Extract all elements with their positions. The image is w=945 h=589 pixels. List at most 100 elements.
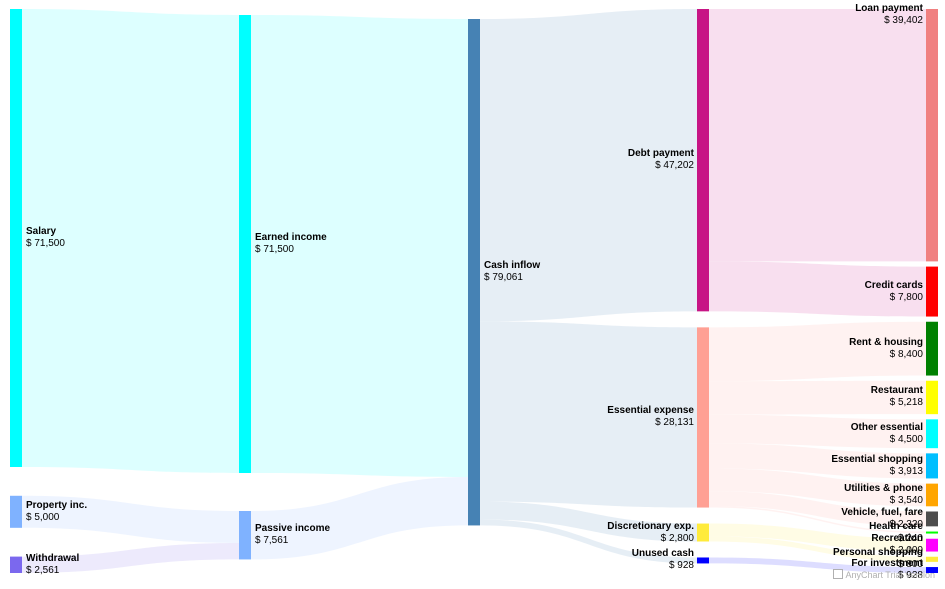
chart-logo-icon <box>833 569 844 579</box>
credits-watermark: AnyChart Trial Version <box>833 569 935 580</box>
flow-unused-to-investment[interactable] <box>709 557 926 573</box>
node-label-discretionary: Discretionary exp. $ 2,800 <box>607 521 694 545</box>
node-name-rent: Rent & housing <box>849 336 923 348</box>
flow-withdrawal-to-passive[interactable] <box>22 543 239 573</box>
node-credit[interactable] <box>926 266 938 317</box>
node-value-discretionary: $ 2,800 <box>660 532 694 544</box>
node-name-earned: Earned income <box>255 232 327 243</box>
node-label-restaurant: Restaurant $ 5,218 <box>871 385 923 409</box>
node-value-personal: $ 800 <box>897 559 923 571</box>
node-label-unused: Unused cash $ 928 <box>632 548 694 572</box>
node-label-utilities: Utilities & phone $ 3,540 <box>844 483 923 507</box>
node-value-rent: $ 8,400 <box>889 348 923 360</box>
node-label-earned: Earned income $ 71,500 <box>255 232 327 256</box>
flow-property-to-passive[interactable] <box>22 495 239 544</box>
node-label-debt: Debt payment $ 47,202 <box>628 148 694 172</box>
node-name-investment: For investment <box>851 558 923 569</box>
flow-essential-to-restaurant[interactable] <box>709 380 926 415</box>
node-name-utilities: Utilities & phone <box>844 482 923 494</box>
node-value-loan: $ 39,402 <box>884 15 923 26</box>
node-withdrawal[interactable] <box>10 556 22 573</box>
node-name-shopping: Essential shopping <box>831 453 923 465</box>
node-label-cash: Cash inflow $ 79,061 <box>484 260 540 284</box>
node-label-shopping: Essential shopping $ 3,913 <box>831 454 923 478</box>
node-value-investment: $ 928 <box>897 570 923 581</box>
flow-salary-to-earned[interactable] <box>22 9 239 473</box>
node-label-other: Other essential $ 4,500 <box>851 422 923 446</box>
flow-cash-to-unused[interactable] <box>480 519 697 564</box>
node-value-debt: $ 47,202 <box>655 160 694 172</box>
node-value-unused: $ 928 <box>668 560 694 572</box>
node-unused[interactable] <box>697 557 709 564</box>
node-property[interactable] <box>10 495 22 528</box>
node-value-utilities: $ 3,540 <box>889 494 923 506</box>
node-essential[interactable] <box>697 327 709 508</box>
node-loan[interactable] <box>926 9 938 262</box>
node-name-loan: Loan payment <box>855 3 923 14</box>
node-salary[interactable] <box>10 9 22 467</box>
flow-cash-to-debt[interactable] <box>480 9 697 322</box>
node-name-passive: Passive income <box>255 523 331 535</box>
flow-passive-to-cash[interactable] <box>251 477 468 560</box>
node-investment[interactable] <box>926 567 938 573</box>
node-discretionary[interactable] <box>697 523 709 542</box>
node-label-recreation: Recreation $ 2,000 <box>871 533 923 557</box>
node-name-personal: Personal shopping <box>832 547 923 559</box>
flow-debt-to-loan[interactable] <box>709 9 926 262</box>
node-value-passive: $ 7,561 <box>255 535 289 547</box>
node-value-shopping: $ 3,913 <box>889 465 923 477</box>
node-name-debt: Debt payment <box>627 148 694 160</box>
node-vehicle[interactable] <box>926 511 938 527</box>
node-label-passive: Passive income $ 7,561 <box>255 523 330 547</box>
node-personal[interactable] <box>926 556 938 562</box>
flow-cash-to-discretionary[interactable] <box>480 501 697 542</box>
node-utilities[interactable] <box>926 483 938 507</box>
node-label-loan: Loan payment $ 39,402 <box>855 3 923 27</box>
node-debt[interactable] <box>697 9 709 312</box>
flow-debt-to-credit[interactable] <box>709 261 926 317</box>
node-name-cash: Cash inflow <box>484 260 541 272</box>
node-name-essential: Essential expense <box>607 405 694 417</box>
node-other[interactable] <box>926 419 938 449</box>
node-label-vehicle: Vehicle, fuel, fare $ 2,320 <box>841 507 923 531</box>
node-label-investment: For investment $ 928 <box>851 558 923 582</box>
flow-essential-to-rent[interactable] <box>709 321 926 382</box>
node-label-property: Property inc. $ 5,000 <box>26 500 87 524</box>
node-name-withdrawal: Withdrawal <box>26 552 80 564</box>
node-name-discretionary: Discretionary exp. <box>607 520 694 532</box>
flow-essential-to-vehicle[interactable] <box>709 491 926 527</box>
flow-essential-to-shopping[interactable] <box>709 443 926 479</box>
node-rent[interactable] <box>926 321 938 376</box>
node-health[interactable] <box>926 531 938 534</box>
flow-discretionary-to-recreation[interactable] <box>709 523 926 552</box>
node-passive[interactable] <box>239 511 251 560</box>
node-name-property: Property inc. <box>26 499 88 511</box>
flow-essential-to-utilities[interactable] <box>709 468 926 507</box>
node-value-salary: $ 71,500 <box>26 238 65 249</box>
flow-essential-to-other[interactable] <box>709 414 926 449</box>
node-cash[interactable] <box>468 19 480 526</box>
node-label-credit: Credit cards $ 7,800 <box>865 280 923 304</box>
links-layer <box>22 9 926 573</box>
node-value-property: $ 5,000 <box>26 511 60 523</box>
node-restaurant[interactable] <box>926 380 938 415</box>
node-recreation[interactable] <box>926 538 938 552</box>
node-earned[interactable] <box>239 15 251 473</box>
flow-discretionary-to-personal[interactable] <box>709 536 926 562</box>
node-label-health: Health care $ 240 <box>869 521 923 545</box>
node-shopping[interactable] <box>926 453 938 479</box>
node-label-withdrawal: Withdrawal $ 2,561 <box>26 553 79 577</box>
node-value-cash: $ 79,061 <box>484 272 523 284</box>
credits-text: AnyChart Trial Version <box>845 570 935 580</box>
flow-cash-to-essential[interactable] <box>480 321 697 508</box>
node-name-health: Health care <box>869 520 923 532</box>
flow-essential-to-health[interactable] <box>709 506 926 534</box>
nodes-layer <box>10 9 938 573</box>
node-label-salary: Salary $ 71,500 <box>26 226 65 250</box>
node-label-personal: Personal shopping $ 800 <box>833 547 923 571</box>
node-value-restaurant: $ 5,218 <box>889 397 923 409</box>
node-label-rent: Rent & housing $ 8,400 <box>849 337 923 361</box>
flow-earned-to-cash[interactable] <box>251 15 468 477</box>
